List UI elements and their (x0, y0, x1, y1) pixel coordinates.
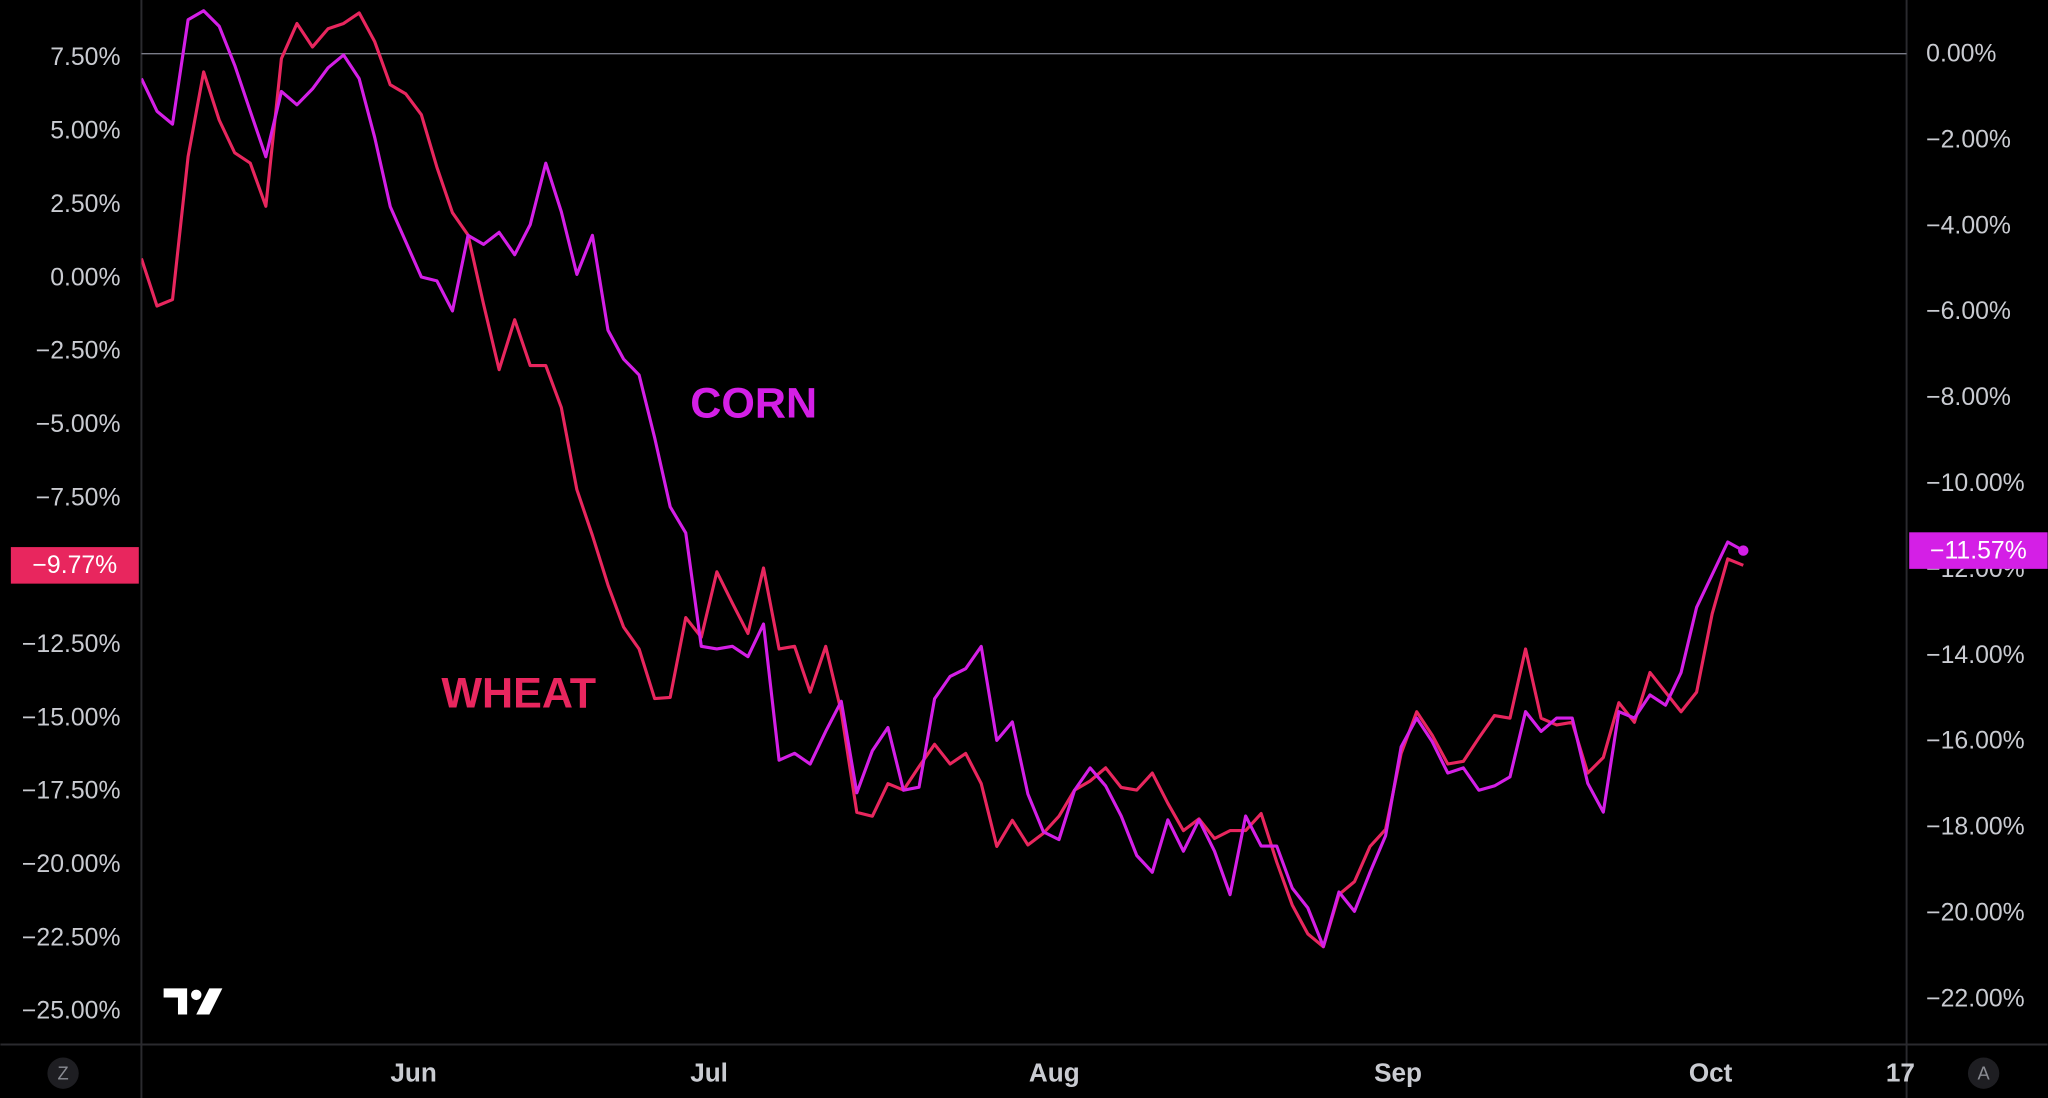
y2-tick-label: −8.00% (1926, 384, 2011, 411)
series-line (141, 11, 1744, 949)
y2-tick-label: −6.00% (1926, 298, 2011, 325)
y-tick-label: −20.00% (22, 851, 121, 878)
y2-tick-label: −4.00% (1926, 212, 2011, 239)
y-tick-label: −17.50% (22, 778, 121, 805)
y-tick-label: 0.00% (50, 264, 120, 291)
last-value-label: −9.77% (32, 552, 117, 579)
y-tick-label: −2.50% (36, 338, 121, 365)
last-value-badge (10, 547, 139, 584)
logo-part (163, 988, 188, 1015)
x-tick-label: Aug (1029, 1057, 1080, 1087)
y2-tick-label: −14.00% (1926, 642, 2025, 669)
y2-tick-label: −10.00% (1926, 470, 2025, 497)
series-name: CORN (690, 379, 817, 427)
y-tick-label: −5.00% (36, 411, 121, 438)
y2-tick-label: −22.00% (1926, 985, 2025, 1012)
y2-tick-label: −16.00% (1926, 728, 2025, 755)
y-tick-label: 2.50% (50, 191, 120, 218)
x-tick-label: Oct (1689, 1057, 1733, 1087)
button-label[interactable]: A (1978, 1062, 1991, 1083)
y2-tick-label: −20.00% (1926, 899, 2025, 926)
y-tick-label: 7.50% (50, 44, 120, 71)
x-tick-label: Jun (390, 1057, 436, 1087)
last-value-label: −11.57% (1930, 537, 2027, 564)
button[interactable] (47, 1057, 79, 1089)
series-line (141, 9, 1745, 949)
x-tick-label: 17 (1886, 1057, 1915, 1087)
y2-tick-label: −18.00% (1926, 814, 2025, 841)
button-label[interactable]: Z (58, 1062, 69, 1083)
y-tick-label: 5.00% (50, 118, 120, 145)
logo-part (191, 989, 202, 1001)
logo-part (196, 988, 223, 1015)
button[interactable] (1967, 1057, 2000, 1089)
series-name: WHEAT (441, 669, 596, 717)
y-tick-label: −7.50% (36, 484, 121, 511)
x-tick-label: Sep (1374, 1057, 1422, 1087)
tradingview-logo (163, 988, 223, 1015)
y-tick-label: −15.00% (22, 704, 121, 731)
y2-tick-label: 0.00% (1926, 41, 1996, 68)
last-value-badge (1909, 532, 2048, 569)
y-tick-label: −25.00% (22, 998, 121, 1025)
last-point (1738, 545, 1749, 556)
y-tick-label: −22.50% (22, 924, 121, 951)
x-tick-label: Jul (690, 1057, 728, 1087)
y-tick-label: −12.50% (22, 631, 121, 658)
y2-tick-label: −2.00% (1926, 126, 2011, 153)
